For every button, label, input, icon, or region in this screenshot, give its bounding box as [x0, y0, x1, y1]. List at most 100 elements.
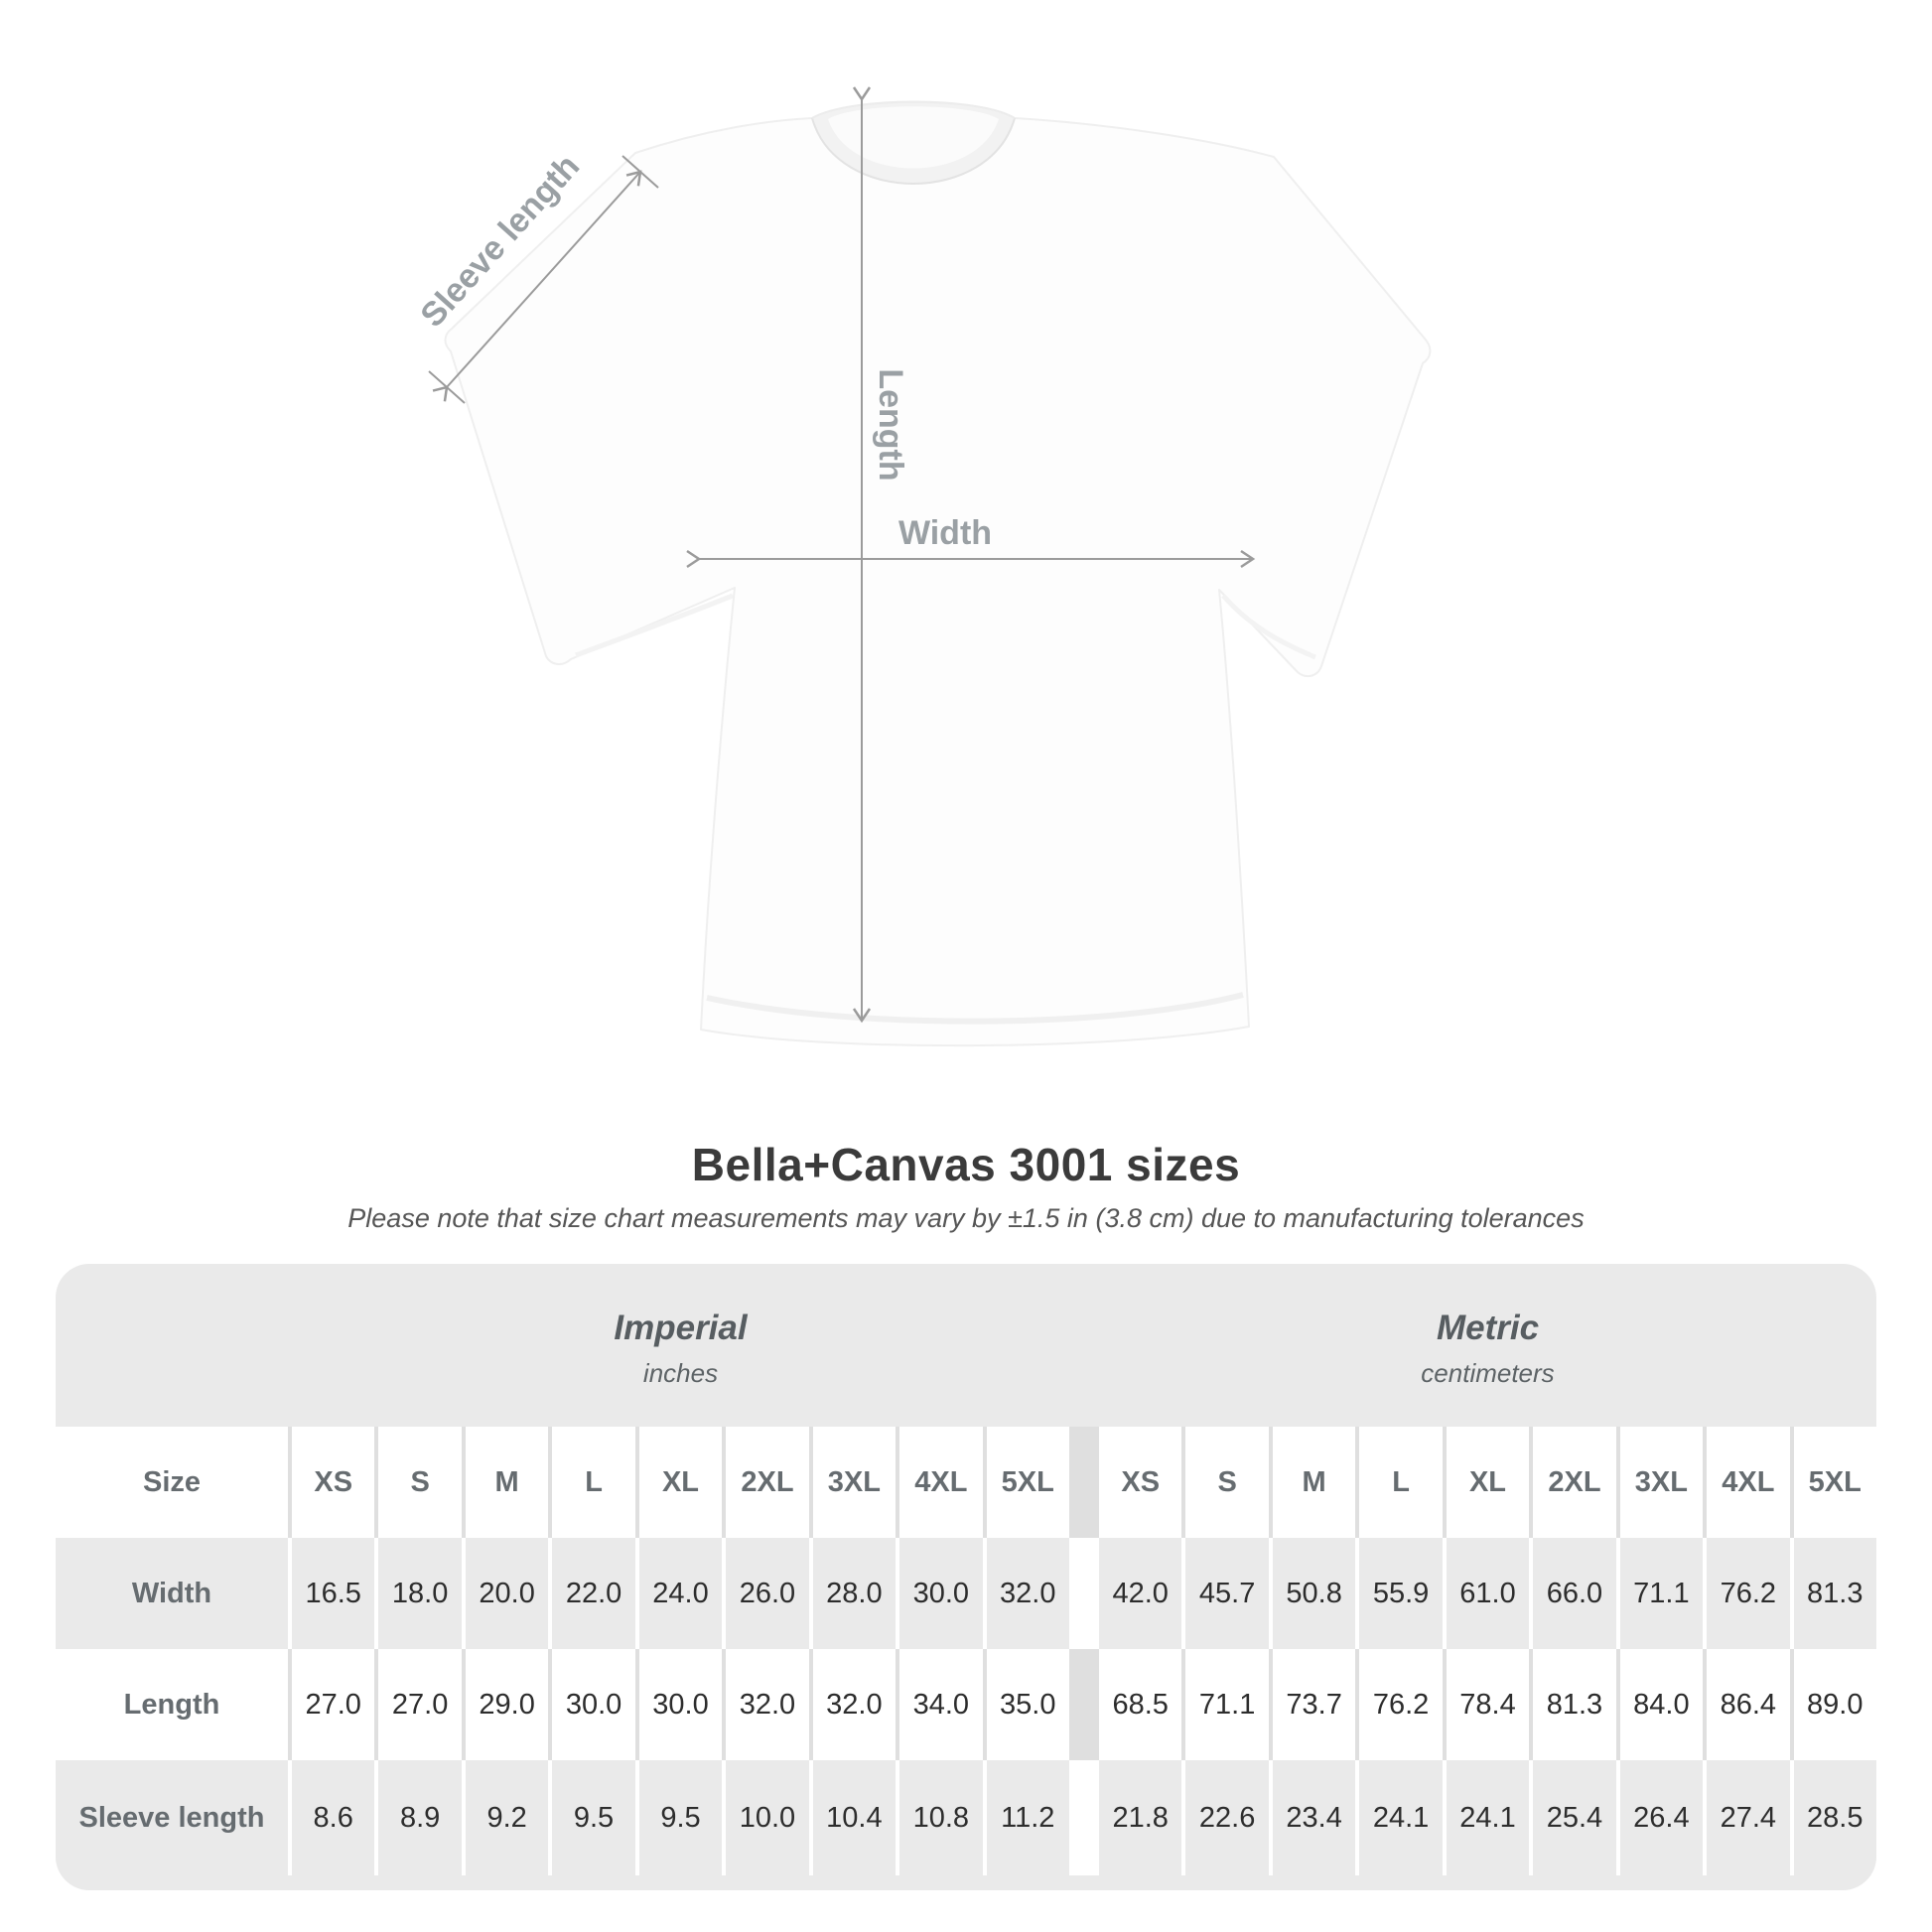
tshirt-collar-outer-seam — [811, 117, 1016, 185]
width-label: Width — [898, 514, 992, 552]
group-divider — [1073, 1427, 1095, 1538]
size-col-imperial-2xl: 2XL — [726, 1427, 809, 1538]
sleeve-metric-l: 24.1 — [1359, 1760, 1443, 1875]
tshirt-right-underarm-shadow — [1221, 594, 1316, 660]
size-col-imperial-4xl: 4XL — [899, 1427, 983, 1538]
group-divider — [1073, 1538, 1095, 1649]
sleeve-imperial-l: 9.5 — [552, 1760, 635, 1875]
metric-group-header: Metric centimeters — [1099, 1264, 1876, 1427]
length-imperial-m: 29.0 — [465, 1649, 549, 1760]
table-row-width: Width 16.5 18.0 20.0 22.0 24.0 26.0 28.0… — [56, 1538, 1876, 1649]
row-label-width: Width — [56, 1538, 288, 1649]
size-col-metric-5xl: 5XL — [1793, 1427, 1876, 1538]
table-row-length: Length 27.0 27.0 29.0 30.0 30.0 32.0 32.… — [56, 1649, 1876, 1760]
size-col-imperial-l: L — [552, 1427, 635, 1538]
sleeve-metric-2xl: 25.4 — [1533, 1760, 1616, 1875]
metric-group-unit: centimeters — [1421, 1357, 1555, 1388]
unit-group-header-row: Imperial inches Metric centimeters — [56, 1264, 1876, 1427]
width-imperial-4xl: 30.0 — [899, 1538, 983, 1649]
sleeve-arrow-upper-tick — [621, 155, 659, 189]
sleeve-imperial-3xl: 10.4 — [812, 1760, 897, 1875]
width-imperial-3xl: 28.0 — [812, 1538, 897, 1649]
sleeve-metric-xs: 21.8 — [1098, 1760, 1182, 1875]
length-metric-s: 71.1 — [1185, 1649, 1269, 1760]
sleeve-metric-xl: 24.1 — [1446, 1760, 1530, 1875]
size-table: Imperial inches Metric centimeters Size … — [56, 1264, 1876, 1890]
group-divider — [1073, 1649, 1095, 1760]
length-imperial-xs: 27.0 — [292, 1649, 375, 1760]
size-col-metric-s: S — [1185, 1427, 1269, 1538]
width-imperial-5xl: 32.0 — [986, 1538, 1069, 1649]
length-metric-m: 73.7 — [1272, 1649, 1356, 1760]
length-imperial-4xl: 34.0 — [899, 1649, 983, 1760]
length-metric-5xl: 89.0 — [1793, 1649, 1876, 1760]
length-imperial-l: 30.0 — [552, 1649, 635, 1760]
length-imperial-xl: 30.0 — [638, 1649, 723, 1760]
tshirt-hem-shadow — [706, 992, 1244, 1025]
sleeve-metric-5xl: 28.5 — [1793, 1760, 1876, 1875]
width-metric-2xl: 66.0 — [1533, 1538, 1616, 1649]
size-col-imperial-5xl: 5XL — [986, 1427, 1069, 1538]
length-imperial-3xl: 32.0 — [812, 1649, 897, 1760]
width-imperial-2xl: 26.0 — [726, 1538, 809, 1649]
width-imperial-xs: 16.5 — [292, 1538, 375, 1649]
size-col-metric-2xl: 2XL — [1533, 1427, 1616, 1538]
width-metric-4xl: 76.2 — [1707, 1538, 1790, 1649]
size-col-metric-xs: XS — [1098, 1427, 1182, 1538]
imperial-group-header: Imperial inches — [292, 1264, 1069, 1427]
measurement-arrows — [428, 86, 1256, 1024]
size-col-imperial-s: S — [378, 1427, 462, 1538]
size-header-row: Size XS S M L XL 2XL 3XL 4XL 5XL XS S M … — [56, 1427, 1876, 1538]
sleeve-arrow-lower-tick — [428, 370, 466, 404]
length-metric-l: 76.2 — [1359, 1649, 1443, 1760]
length-label: Length — [872, 368, 909, 481]
sleeve-imperial-2xl: 10.0 — [726, 1760, 809, 1875]
size-col-imperial-xl: XL — [638, 1427, 723, 1538]
size-col-metric-l: L — [1359, 1427, 1443, 1538]
sleeve-metric-3xl: 26.4 — [1619, 1760, 1704, 1875]
size-col-imperial-3xl: 3XL — [812, 1427, 897, 1538]
width-metric-l: 55.9 — [1359, 1538, 1443, 1649]
length-metric-xs: 68.5 — [1098, 1649, 1182, 1760]
width-metric-xs: 42.0 — [1098, 1538, 1182, 1649]
page-subtitle: Please note that size chart measurements… — [347, 1203, 1585, 1233]
imperial-group-title: Imperial — [614, 1308, 748, 1347]
sleeve-imperial-m: 9.2 — [465, 1760, 549, 1875]
sleeve-metric-m: 23.4 — [1272, 1760, 1356, 1875]
sleeve-imperial-xs: 8.6 — [292, 1760, 375, 1875]
length-metric-4xl: 86.4 — [1707, 1649, 1790, 1760]
tshirt-body — [444, 102, 1432, 1047]
sleeve-imperial-s: 8.9 — [378, 1760, 462, 1875]
width-metric-xl: 61.0 — [1446, 1538, 1530, 1649]
width-imperial-l: 22.0 — [552, 1538, 635, 1649]
length-metric-xl: 78.4 — [1446, 1649, 1530, 1760]
tshirt-image — [444, 100, 1432, 1047]
length-imperial-2xl: 32.0 — [726, 1649, 809, 1760]
sleeve-imperial-4xl: 10.8 — [899, 1760, 983, 1875]
page-title: Bella+Canvas 3001 sizes — [691, 1139, 1241, 1190]
size-col-imperial-xs: XS — [292, 1427, 375, 1538]
length-metric-2xl: 81.3 — [1533, 1649, 1616, 1760]
sleeve-imperial-xl: 9.5 — [638, 1760, 723, 1875]
size-col-metric-4xl: 4XL — [1707, 1427, 1790, 1538]
sleeve-metric-4xl: 27.4 — [1707, 1760, 1790, 1875]
sleeve-length-arrow — [432, 170, 642, 402]
width-imperial-xl: 24.0 — [638, 1538, 723, 1649]
width-metric-3xl: 71.1 — [1619, 1538, 1704, 1649]
sleeve-imperial-5xl: 11.2 — [986, 1760, 1069, 1875]
row-label-length: Length — [56, 1649, 288, 1760]
width-imperial-m: 20.0 — [465, 1538, 549, 1649]
tshirt-collar-top-seam — [811, 100, 1016, 119]
size-col-metric-xl: XL — [1446, 1427, 1530, 1538]
size-col-metric-m: M — [1272, 1427, 1356, 1538]
imperial-group-unit: inches — [642, 1357, 719, 1388]
length-imperial-s: 27.0 — [378, 1649, 462, 1760]
size-header-cell: Size — [56, 1427, 288, 1538]
metric-group-title: Metric — [1436, 1308, 1540, 1347]
size-col-imperial-m: M — [465, 1427, 549, 1538]
width-metric-5xl: 81.3 — [1793, 1538, 1876, 1649]
size-col-metric-3xl: 3XL — [1619, 1427, 1704, 1538]
tshirt-left-underarm-shadow — [575, 593, 734, 658]
width-metric-s: 45.7 — [1185, 1538, 1269, 1649]
